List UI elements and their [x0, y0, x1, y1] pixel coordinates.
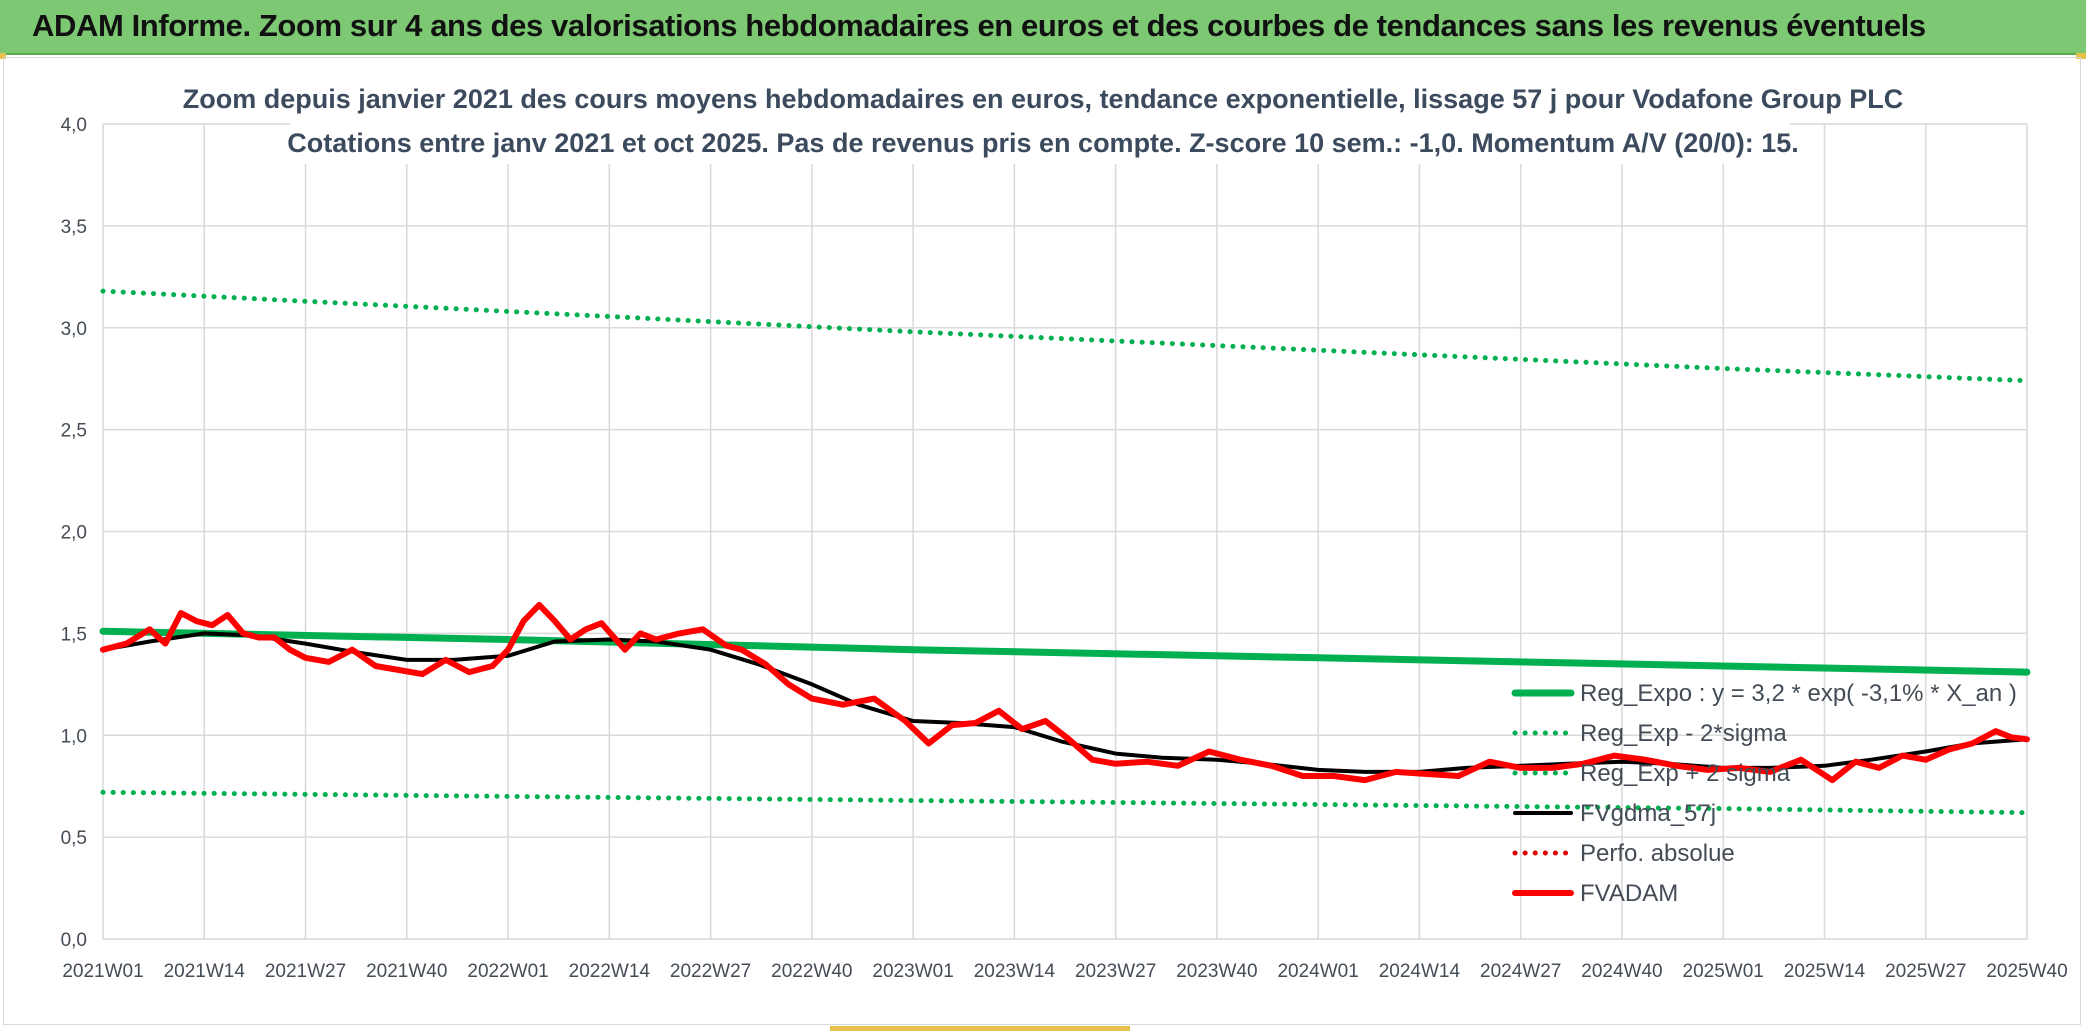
- legend-label: Perfo. absolue: [1580, 840, 1735, 867]
- x-tick-label: 2022W40: [771, 961, 852, 982]
- x-tick-label: 2024W27: [1480, 961, 1561, 982]
- x-tick-label: 2024W40: [1581, 961, 1662, 982]
- y-tick-label: 1,5: [61, 624, 87, 645]
- x-tick-label: 2025W14: [1784, 961, 1866, 982]
- title-background: [290, 78, 1790, 164]
- y-tick-label: 4,0: [61, 115, 87, 136]
- report-banner: ADAM Informe. Zoom sur 4 ans des valoris…: [0, 0, 2086, 55]
- bottom-accent: [830, 1026, 1130, 1031]
- series-line: [101, 631, 2029, 774]
- x-tick-label: 2021W01: [62, 961, 143, 982]
- x-tick-label: 2024W01: [1277, 961, 1358, 982]
- gridlines: [102, 123, 2028, 940]
- legend: Reg_Expo : y = 3,2 * exp( -3,1% * X_an )…: [1511, 680, 2017, 907]
- x-tick-label: 2023W14: [974, 961, 1056, 982]
- series-line: [100, 601, 2030, 784]
- x-tick-label: 2025W27: [1885, 961, 1966, 982]
- report-title: ADAM Informe. Zoom sur 4 ans des valoris…: [32, 8, 1926, 43]
- chart-title: Zoom depuis janvier 2021 des cours moyen…: [182, 84, 1904, 114]
- x-tick-label: 2021W40: [366, 961, 447, 982]
- y-tick-label: 3,5: [61, 217, 87, 238]
- y-tick-label: 1,0: [61, 726, 87, 747]
- x-tick-label: 2022W14: [569, 961, 651, 982]
- x-tick-label: 2025W40: [1986, 961, 2067, 982]
- chart-frame: [3, 57, 2081, 1025]
- x-tick-label: 2021W14: [164, 961, 246, 982]
- x-tick-label: 2022W01: [467, 961, 548, 982]
- series-line: [99, 627, 2031, 676]
- series-line: [100, 288, 2030, 384]
- y-tick-label: 2,0: [61, 523, 87, 544]
- chart-subtitle: Cotations entre janv 2021 et oct 2025. P…: [287, 128, 1799, 158]
- x-tick-label: 2023W40: [1176, 961, 1257, 982]
- y-tick-label: 0,0: [61, 930, 87, 951]
- y-tick-label: 2,5: [61, 421, 87, 442]
- x-tick-label: 2022W27: [670, 961, 751, 982]
- banner-accent-right: [2076, 53, 2086, 59]
- y-axis: 0,0 0,5 1,0 1,5 2,0 2,5 3,0 3,5 4,0: [61, 115, 87, 951]
- series-layer: [99, 288, 2031, 816]
- x-tick-label: 2023W27: [1075, 961, 1156, 982]
- x-tick-label: 2024W14: [1379, 961, 1461, 982]
- legend-label: Reg_Exp - 2*sigma: [1580, 720, 1787, 747]
- legend-label: FVADAM: [1580, 880, 1678, 907]
- legend-label: Reg_Expo : y = 3,2 * exp( -3,1% * X_an ): [1580, 680, 2017, 707]
- x-tick-label: 2021W27: [265, 961, 346, 982]
- y-tick-label: 3,0: [61, 319, 87, 340]
- x-tick-label: 2023W01: [872, 961, 953, 982]
- series-line: [100, 789, 2030, 816]
- x-tick-label: 2025W01: [1683, 961, 1764, 982]
- title-mask: [290, 78, 1790, 164]
- banner-accent-left: [0, 53, 6, 59]
- legend-label: Reg_Exp + 2 sigma: [1580, 760, 1791, 787]
- x-axis: 2021W01 2021W14 2021W27 2021W40 2022W01 2022W…: [62, 961, 2067, 982]
- y-tick-label: 0,5: [61, 828, 87, 849]
- legend-label: FVgdma_57j: [1580, 800, 1716, 827]
